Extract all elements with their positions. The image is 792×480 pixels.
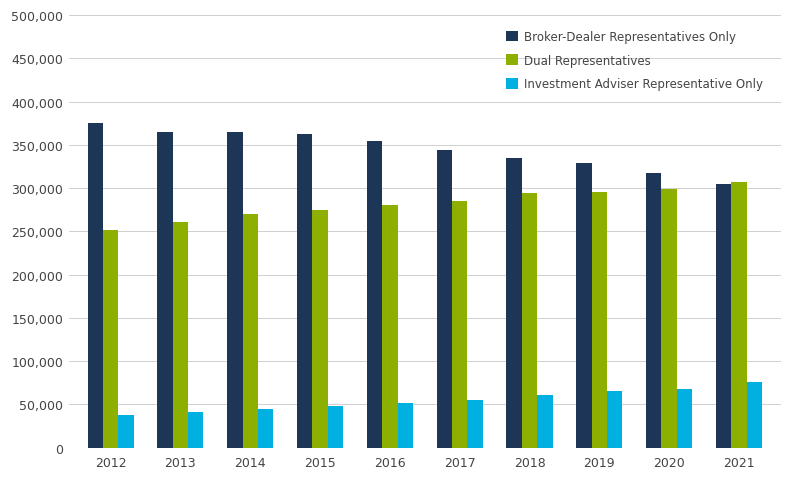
Bar <box>467 400 483 448</box>
Bar <box>258 409 273 448</box>
Bar <box>242 215 258 448</box>
Bar <box>103 231 118 448</box>
Bar <box>537 395 553 448</box>
Bar <box>297 135 312 448</box>
Bar <box>661 190 677 448</box>
Bar <box>227 132 242 448</box>
Bar <box>577 164 592 448</box>
Bar <box>328 406 343 448</box>
Bar <box>716 184 731 448</box>
Bar <box>506 158 522 448</box>
Bar <box>188 412 204 448</box>
Bar <box>436 151 452 448</box>
Bar <box>367 142 383 448</box>
Bar <box>592 193 607 448</box>
Bar <box>398 404 413 448</box>
Bar <box>173 222 188 448</box>
Bar <box>607 392 623 448</box>
Bar <box>522 194 537 448</box>
Bar <box>88 124 103 448</box>
Bar <box>383 206 398 448</box>
Bar <box>158 132 173 448</box>
Bar <box>118 415 134 448</box>
Legend: Broker-Dealer Representatives Only, Dual Representatives, Investment Adviser Rep: Broker-Dealer Representatives Only, Dual… <box>501 26 768 96</box>
Bar <box>747 382 762 448</box>
Bar <box>312 210 328 448</box>
Bar <box>731 183 747 448</box>
Bar <box>677 389 692 448</box>
Bar <box>646 173 661 448</box>
Bar <box>452 202 467 448</box>
